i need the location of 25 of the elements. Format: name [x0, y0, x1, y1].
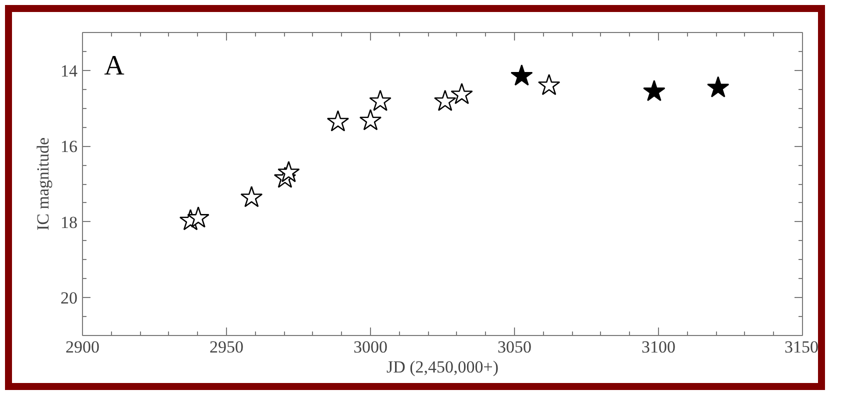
point	[707, 76, 730, 98]
point	[278, 160, 300, 182]
point	[240, 186, 263, 208]
y-tick-label: 16	[60, 137, 78, 156]
y-tick-label: 18	[60, 212, 78, 232]
y-tick-label: 20	[60, 288, 78, 308]
point	[434, 90, 456, 111]
x-tick-label: 3150	[784, 338, 818, 356]
y-axis-title: IC magnitude	[34, 137, 52, 231]
x-tick-label: 2950	[210, 338, 244, 356]
point	[369, 90, 392, 111]
point	[643, 80, 666, 102]
point	[450, 82, 473, 104]
point	[187, 206, 210, 228]
x-tick-label: 3000	[354, 338, 388, 356]
point	[510, 64, 533, 86]
point	[538, 74, 560, 96]
x-tick-label: 3050	[498, 338, 532, 356]
y-tick-label: 14	[60, 61, 78, 80]
x-tick-label: 2900	[66, 338, 100, 356]
annotation: A	[104, 50, 126, 82]
x-tick-label: 3100	[642, 338, 676, 356]
point	[359, 109, 382, 130]
point	[326, 110, 350, 132]
x-axis-title: JD (2,450,000+)	[386, 358, 499, 376]
